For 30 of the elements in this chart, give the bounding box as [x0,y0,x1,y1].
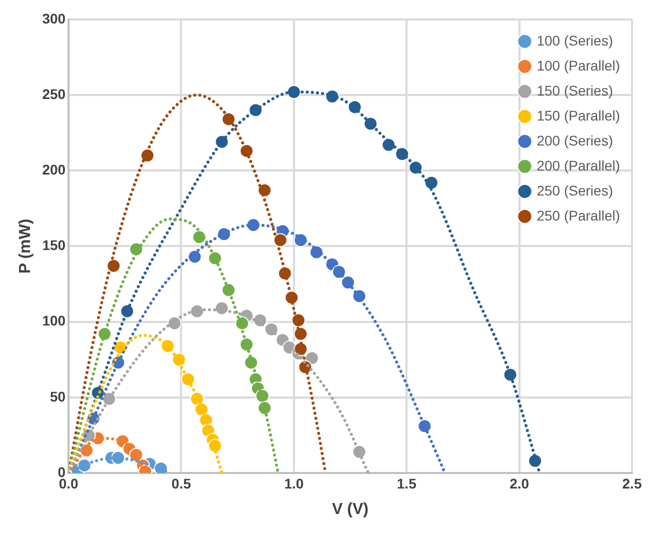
legend-label: 250 (Parallel) [536,207,620,224]
y-tick-label: 100 [42,312,66,329]
line-series [68,94,327,473]
y-tick-label: 200 [42,161,66,178]
legend-label: 200 (Series) [536,132,614,148]
legend-label: 150 (Series) [536,82,614,98]
y-tick-label: 250 [42,86,66,102]
x-tick-label: 2.5 [622,475,642,492]
point [304,351,319,366]
x-axis-title: V (V) [332,500,369,518]
point [106,258,121,273]
x-tick-label: 2.0 [510,475,530,492]
y-tick-label: 150 [42,237,66,254]
point [154,461,168,473]
legend-label: 100 (Series) [536,32,614,48]
line-series [68,334,224,473]
legend-label: 150 (Parallel) [536,107,620,124]
y-tick-label: 50 [50,388,66,404]
y-tick-label: 0 [58,464,66,480]
x-tick-label: 1.5 [396,475,417,492]
x-tick-label: 0.5 [172,475,192,492]
legend-label: 250 (Series) [536,182,614,198]
legend-label: 200 (Parallel) [536,157,620,174]
y-tick-label: 300 [42,10,66,26]
y-axis-title: P (mW) [17,218,34,274]
point [291,313,306,328]
point [273,233,288,248]
x-tick-label: 1.0 [284,475,304,492]
legend-label: 100 (Parallel) [536,57,620,74]
line-series [68,217,280,473]
